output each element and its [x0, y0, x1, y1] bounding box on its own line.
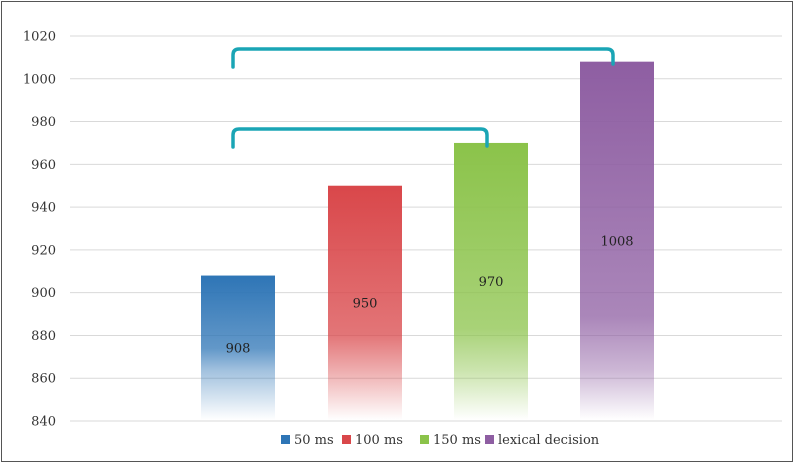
y-tick-label: 860	[31, 372, 56, 387]
bar	[328, 185, 402, 420]
gridlines	[70, 35, 782, 422]
legend: 50 ms 100 ms 150 ms lexical decision	[281, 433, 600, 448]
legend-swatch	[485, 435, 494, 444]
y-tick-label: 940	[31, 201, 56, 216]
bar	[580, 61, 654, 421]
significance-bracket	[231, 127, 489, 149]
legend-swatch	[281, 435, 290, 444]
legend-label: 50 ms	[294, 433, 334, 448]
legend-swatch	[342, 435, 351, 444]
y-tick-label: 980	[31, 115, 56, 130]
bar-data-label: 908	[226, 341, 251, 356]
bar-data-label: 950	[353, 296, 378, 311]
y-tick-label: 1020	[23, 30, 56, 45]
y-axis-ticks: 840 860 880 900 920 940 960 980 1000 1020	[23, 30, 56, 430]
bar-data-label: 1008	[600, 234, 633, 249]
significance-brackets	[231, 47, 615, 149]
bars: 908 950 970 1008	[201, 61, 654, 421]
bar	[201, 275, 275, 420]
significance-bracket	[231, 47, 615, 69]
y-tick-label: 960	[31, 158, 56, 173]
y-tick-label: 840	[31, 415, 56, 430]
legend-label: lexical decision	[498, 433, 600, 448]
legend-swatch	[420, 435, 429, 444]
y-tick-label: 1000	[23, 72, 56, 87]
legend-label: 100 ms	[355, 433, 403, 448]
legend-label: 150 ms	[433, 433, 481, 448]
y-tick-label: 880	[31, 329, 56, 344]
y-tick-label: 920	[31, 243, 56, 258]
bar-data-label: 970	[479, 275, 504, 290]
y-tick-label: 900	[31, 286, 56, 301]
bar	[454, 142, 528, 420]
